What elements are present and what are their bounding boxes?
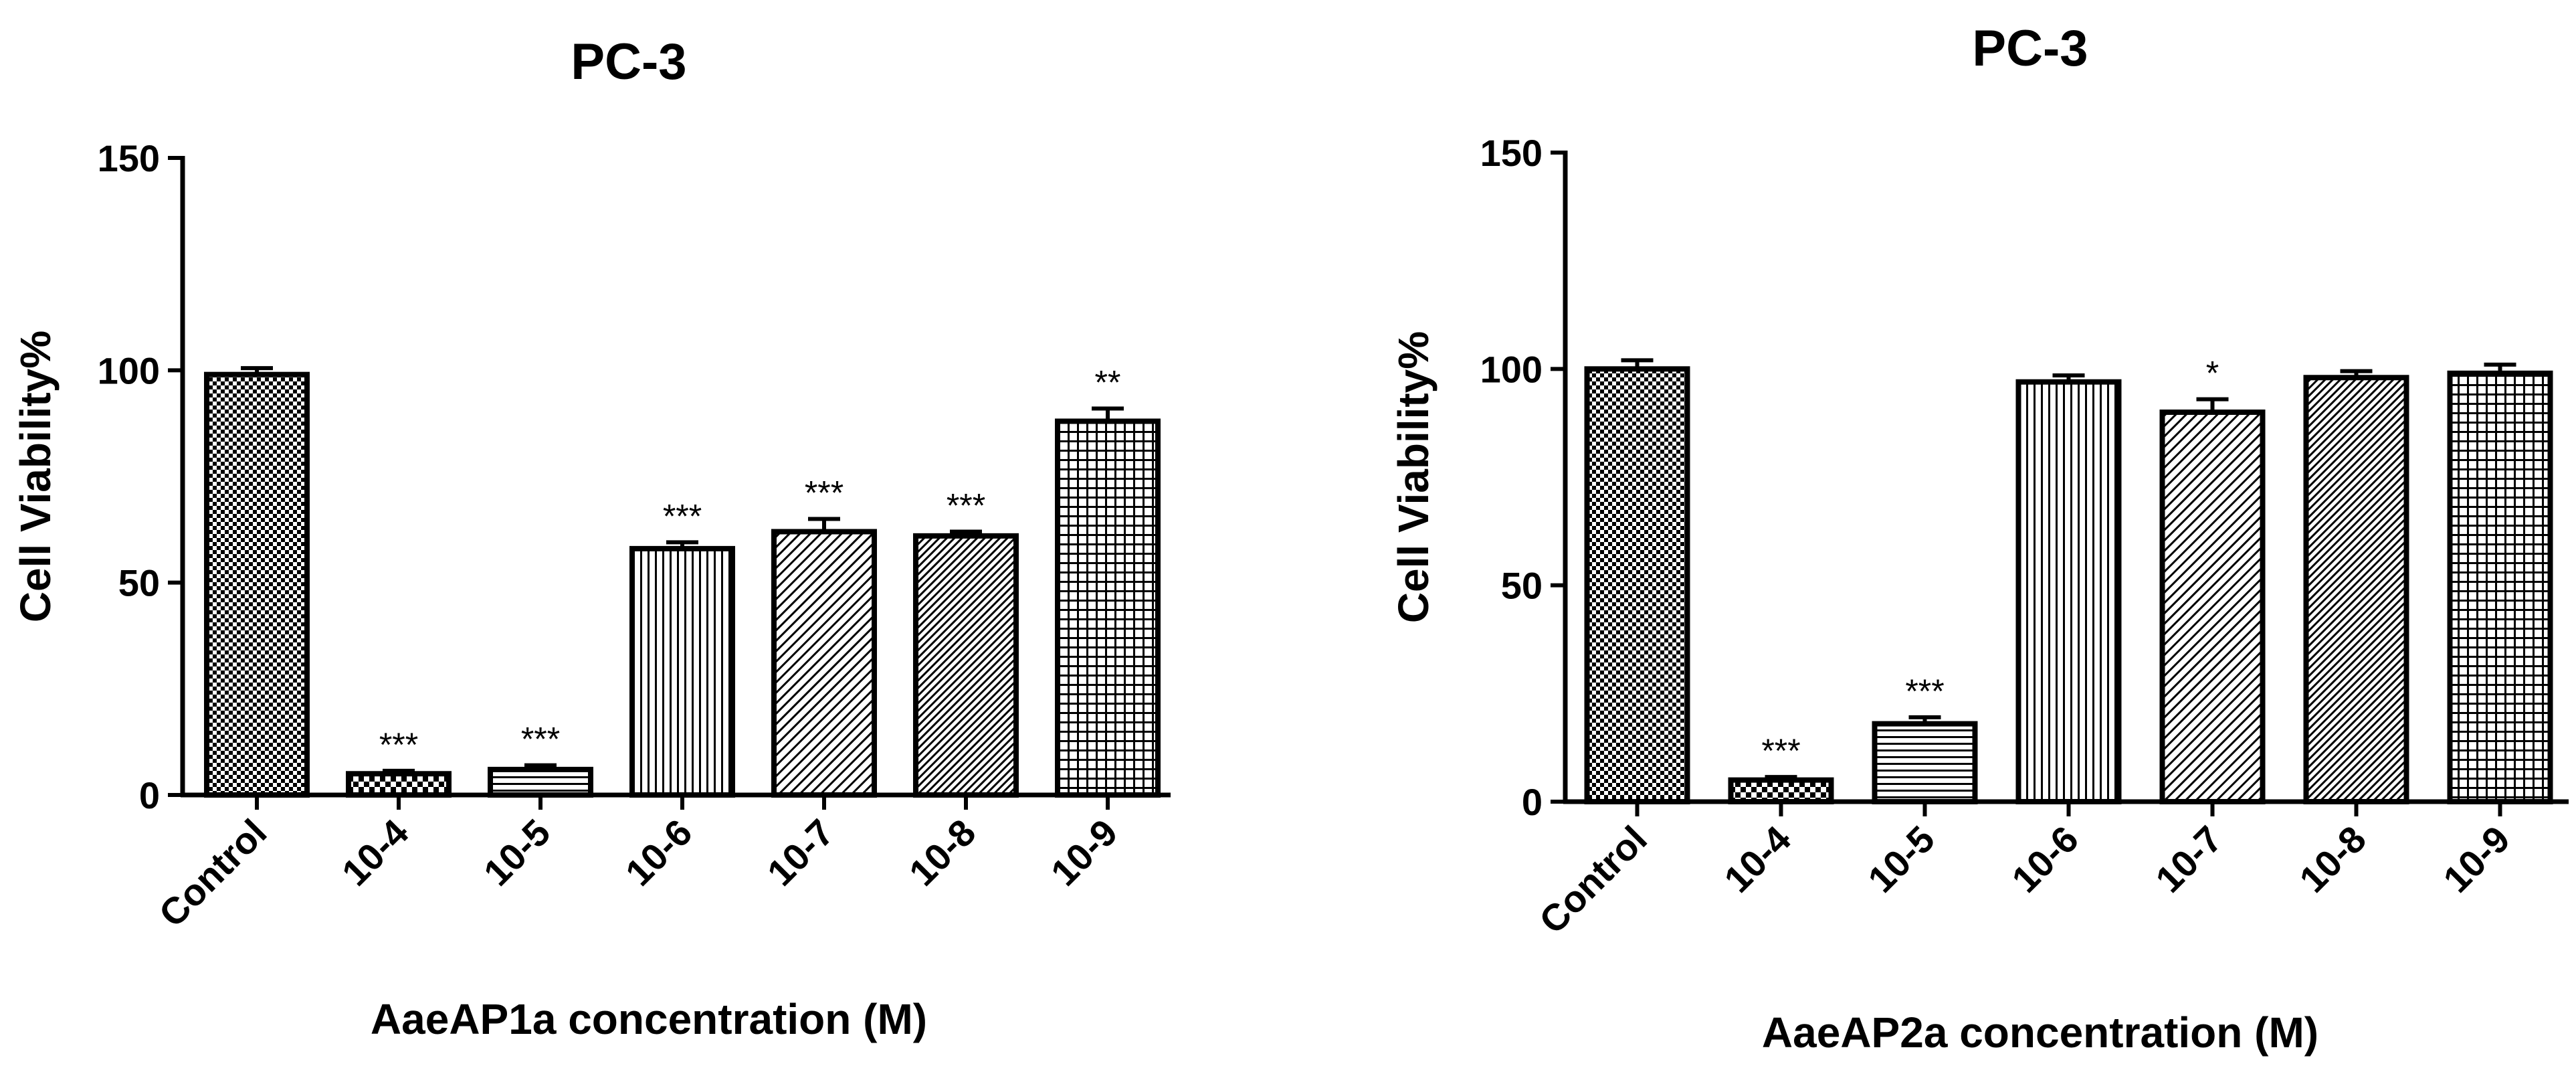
- significance-label: **: [1095, 363, 1121, 401]
- chart-aaeap2a: PC-3 Cell Viability% AaeAP2a concentration…: [1389, 20, 2569, 1057]
- y-tick-label: 50: [118, 562, 160, 604]
- y-tick-label: 0: [1522, 781, 1543, 823]
- chart-aaeap1a: PC-3 Cell Viability% AaeAP1a concentration…: [11, 33, 1171, 1043]
- x-tick-label: 10-6: [2003, 818, 2086, 901]
- bar: [1872, 721, 1978, 804]
- significance-label: ***: [1761, 732, 1800, 770]
- x-tick-label: Control: [151, 811, 274, 935]
- bar: [2447, 370, 2553, 804]
- significance-label: ***: [947, 487, 985, 525]
- x-tick-label: 10-9: [2435, 818, 2518, 901]
- x-tick-label: 10-5: [476, 811, 559, 894]
- bar: [2159, 410, 2266, 804]
- bar: [1584, 366, 1690, 804]
- bar: [346, 771, 452, 798]
- bar: [204, 371, 310, 798]
- chart-title: PC-3: [1972, 20, 2088, 77]
- y-tick-label: 150: [98, 137, 160, 179]
- x-tick-label: 10-8: [2291, 818, 2374, 901]
- significance-label: ***: [805, 474, 844, 511]
- bar: [488, 766, 593, 798]
- bar: [629, 545, 735, 798]
- y-tick-label: 0: [139, 774, 160, 816]
- x-tick-label: 10-9: [1043, 811, 1126, 894]
- chart-title: PC-3: [571, 33, 686, 90]
- significance-label: ***: [521, 721, 560, 758]
- x-tick-label: 10-4: [334, 811, 417, 894]
- x-tick-label: 10-7: [2147, 818, 2230, 901]
- bar: [771, 529, 877, 798]
- y-tick-label: 100: [98, 349, 160, 391]
- y-tick-label: 50: [1501, 565, 1543, 607]
- y-tick-label: 150: [1480, 132, 1543, 174]
- x-tick-label: 10-7: [759, 811, 842, 894]
- bar: [1728, 777, 1834, 804]
- y-tick-label: 100: [1480, 348, 1543, 390]
- x-axis-title: AaeAP1a concentration (M): [371, 995, 927, 1043]
- bar: [1055, 418, 1161, 798]
- x-axis-title: AaeAP2a concentration (M): [1762, 1008, 2318, 1057]
- bar: [2303, 375, 2409, 804]
- x-tick-label: Control: [1531, 818, 1655, 942]
- x-tick-label: 10-8: [901, 811, 984, 894]
- bar: [913, 533, 1019, 798]
- significance-label: ***: [663, 497, 702, 535]
- bar: [2015, 379, 2122, 804]
- significance-label: ***: [1905, 673, 1944, 710]
- x-tick-label: 10-4: [1716, 818, 1799, 901]
- x-tick-label: 10-6: [617, 811, 700, 894]
- significance-label: *: [2206, 355, 2219, 392]
- y-axis-title: Cell Viability%: [11, 331, 60, 622]
- significance-label: ***: [379, 726, 418, 764]
- y-axis-title: Cell Viability%: [1389, 331, 1438, 623]
- x-tick-label: 10-5: [1860, 818, 1943, 901]
